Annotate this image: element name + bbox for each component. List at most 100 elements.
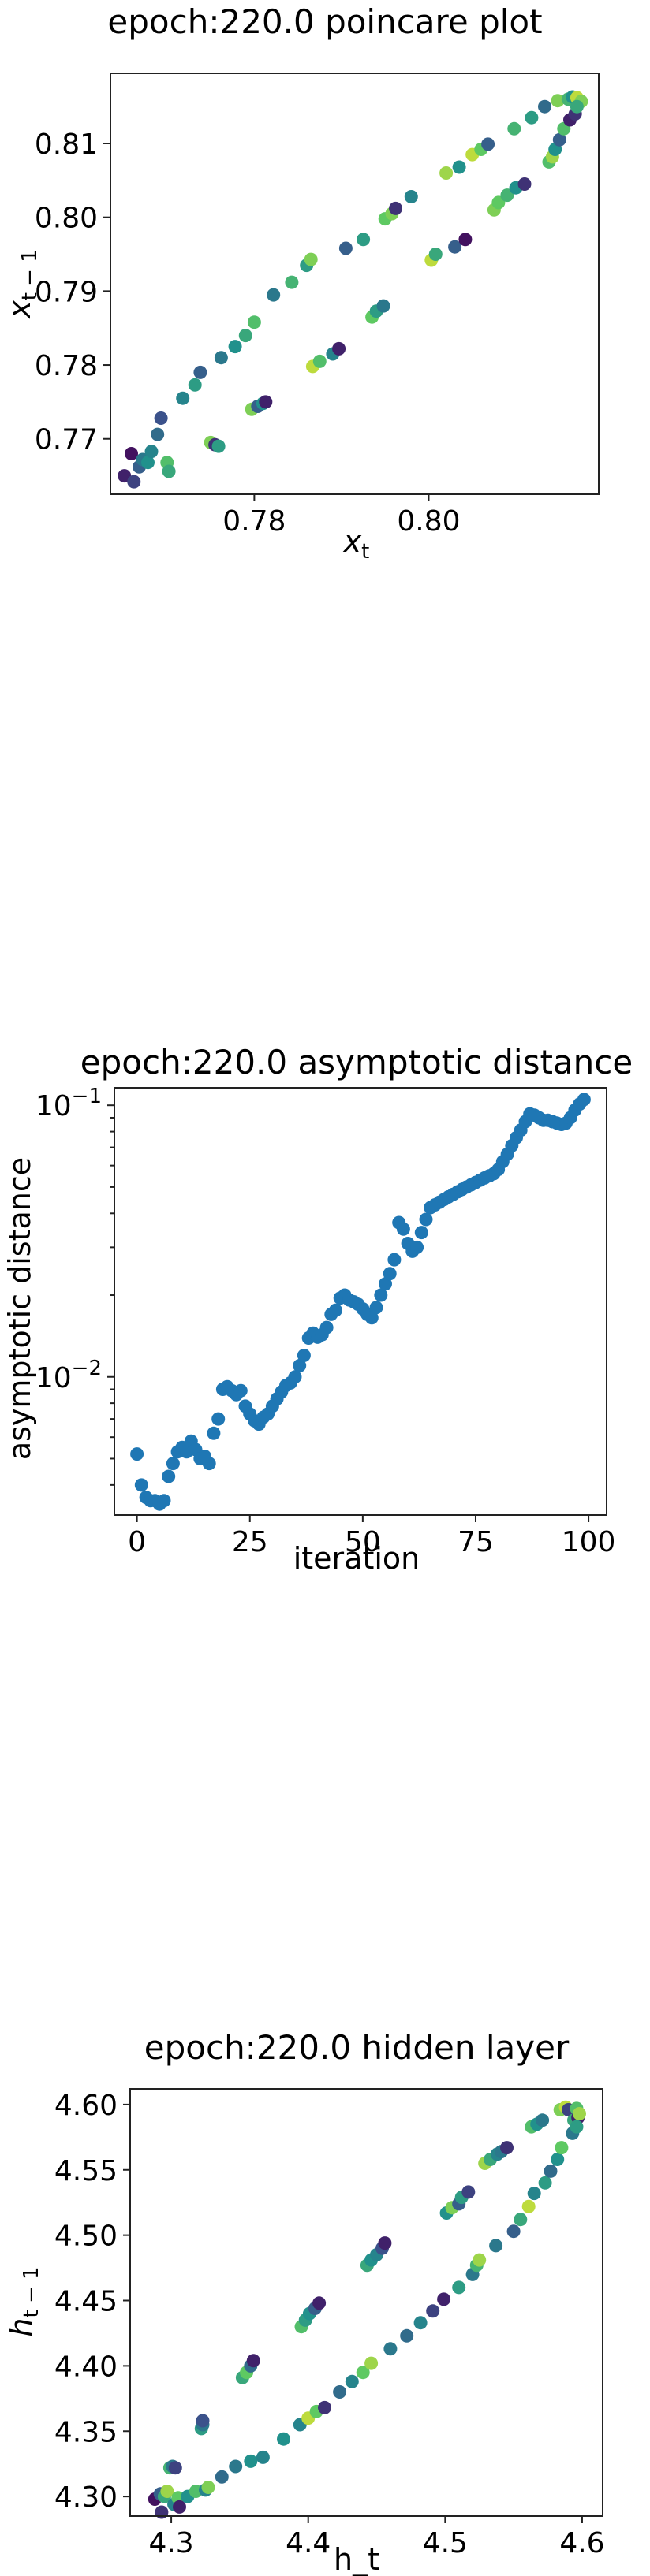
y-axis-label: asymptotic distance (2, 1157, 37, 1460)
x-tick-label: 4.3 (148, 2527, 193, 2559)
chart-title: epoch:220.0 asymptotic distance (80, 1043, 633, 1081)
y-tick-label: 4.60 (54, 2090, 118, 2122)
data-point (338, 241, 353, 255)
chart-title: epoch:220.0 hidden layer (144, 2028, 570, 2067)
data-point (544, 2164, 558, 2178)
y-tick-label: 0.80 (35, 203, 98, 235)
data-point (458, 233, 473, 247)
x-tick-label: 4.6 (559, 2527, 604, 2559)
x-axis-label: iteration (293, 1541, 420, 1576)
y-tick-label: 10−2 (35, 1357, 102, 1394)
data-point (500, 2141, 514, 2155)
data-point (387, 1253, 402, 1267)
y-tick-label: 4.35 (54, 2416, 118, 2448)
chart-title: epoch:220.0 poincare plot (107, 2, 542, 41)
points-layer (148, 2100, 586, 2519)
data-point (188, 378, 202, 392)
data-point (193, 365, 207, 379)
plot-frame (110, 73, 600, 495)
data-point (329, 1303, 342, 1317)
x-tick-label: 25 (232, 1526, 268, 1558)
data-point (297, 1349, 311, 1362)
data-point (285, 275, 299, 289)
y-tick-label: 0.81 (35, 128, 98, 161)
data-point (267, 288, 281, 302)
hidden-layer-plot: epoch:220.0 hidden layer 4.3 4.4 4.5 4.6 4.… (4, 2028, 605, 2576)
data-point (570, 99, 584, 114)
data-point (538, 2176, 552, 2190)
data-point (376, 299, 390, 313)
data-point (551, 94, 565, 108)
data-point (379, 1277, 392, 1291)
data-point (318, 2400, 331, 2414)
data-point (345, 2374, 359, 2388)
data-point (481, 137, 495, 151)
data-point (333, 2385, 347, 2399)
data-point (383, 1267, 397, 1281)
data-point (173, 2500, 186, 2514)
data-point (256, 2450, 270, 2464)
data-point (246, 2354, 260, 2368)
data-point (196, 2414, 210, 2428)
y-tick-label: 0.78 (35, 350, 98, 382)
data-point (573, 2107, 586, 2120)
data-point (389, 201, 402, 215)
data-point (176, 391, 190, 405)
data-point (506, 2224, 521, 2239)
x-axis-ticks: 0 25 50 75 100 (128, 1515, 615, 1558)
data-point (228, 340, 242, 354)
y-tick-label: 4.45 (54, 2286, 118, 2318)
data-point (162, 1469, 176, 1483)
data-point (439, 166, 454, 180)
x-axis-label: xt (343, 524, 370, 564)
y-axis-ticks: 4.30 4.35 4.40 4.45 4.50 4.55 4.60 (54, 2090, 130, 2514)
x-tick-label: 0.80 (397, 505, 460, 538)
y-tick-label: 4.55 (54, 2155, 118, 2187)
data-point (525, 110, 539, 125)
data-point (277, 2432, 290, 2446)
data-point (356, 2366, 370, 2380)
data-point (538, 99, 551, 114)
x-axis-ticks: 4.3 4.4 4.5 4.6 (148, 2516, 605, 2559)
data-point (521, 2199, 536, 2213)
data-point (357, 233, 371, 247)
y-tick-label: 4.30 (54, 2481, 118, 2514)
data-point (461, 2185, 476, 2199)
data-point (162, 464, 176, 478)
x-tick-label: 50 (345, 1526, 381, 1558)
asymptotic-distance-plot: epoch:220.0 asymptotic distance 0 25 50 75 1… (2, 1043, 633, 1576)
y-tick-label: 4.50 (54, 2220, 118, 2253)
x-tick-label: 0 (128, 1526, 146, 1558)
data-point (229, 2459, 243, 2474)
x-axis-ticks: 0.78 0.80 (222, 494, 461, 538)
data-point (154, 411, 168, 425)
points-layer (130, 1093, 591, 1511)
data-point (141, 456, 155, 470)
data-point (577, 1093, 591, 1107)
x-tick-label: 0.78 (222, 505, 286, 538)
data-point (489, 2239, 503, 2253)
data-point (127, 475, 141, 489)
y-tick-label: 4.40 (54, 2351, 118, 2383)
data-point (214, 351, 228, 365)
data-point (211, 439, 226, 453)
data-point (413, 2316, 428, 2330)
y-tick-label: 10−1 (35, 1085, 102, 1122)
data-point (551, 2153, 565, 2166)
data-point (500, 188, 514, 203)
x-axis-label: h_t (334, 2542, 379, 2576)
data-point (555, 2141, 569, 2155)
data-point (527, 2187, 541, 2201)
y-tick-label: 0.77 (35, 424, 98, 456)
plot-frame (114, 1087, 607, 1516)
y-axis-label: xt − 1 (2, 249, 42, 319)
data-point (332, 341, 346, 356)
x-tick-label: 75 (458, 1526, 494, 1558)
data-point (319, 1320, 334, 1335)
data-point (400, 2328, 414, 2343)
data-point (448, 240, 462, 254)
data-point (369, 1301, 383, 1315)
data-point (414, 1226, 428, 1240)
data-point (378, 2236, 392, 2250)
